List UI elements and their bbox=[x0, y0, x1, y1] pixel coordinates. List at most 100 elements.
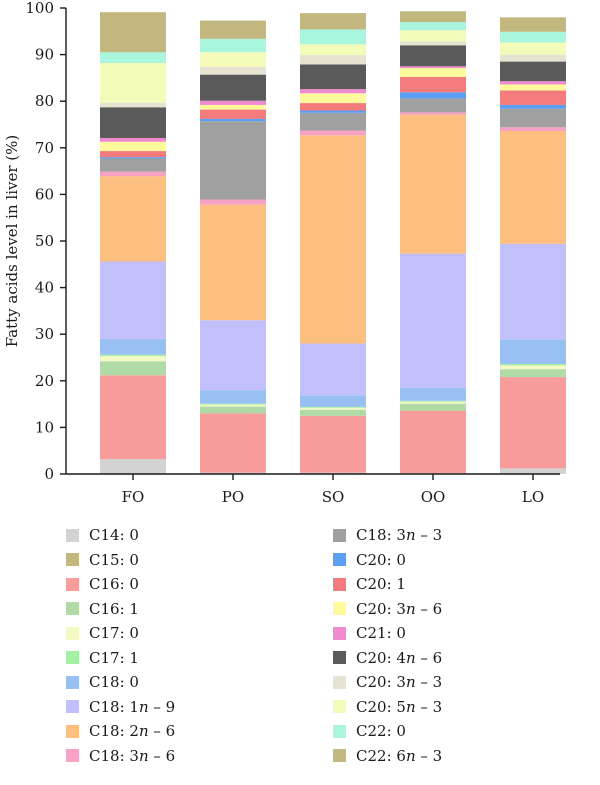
bar-segment bbox=[300, 343, 366, 396]
bar-segment bbox=[500, 339, 566, 365]
bar-segment bbox=[300, 64, 366, 90]
bar-segment bbox=[400, 410, 466, 474]
bar-segment bbox=[300, 110, 366, 113]
bar-segment bbox=[400, 92, 466, 99]
legend-label: C20: 5n – 3 bbox=[356, 697, 443, 716]
bar-segment bbox=[500, 365, 566, 370]
bar-segment bbox=[300, 409, 366, 416]
bar-segment bbox=[100, 459, 166, 474]
bar-segment bbox=[300, 55, 366, 65]
bar-segment bbox=[400, 76, 466, 93]
legend-item: C17: 0 bbox=[66, 623, 139, 643]
bar-segment bbox=[200, 320, 266, 391]
bar-segment bbox=[200, 404, 266, 407]
bar-segment bbox=[300, 89, 366, 94]
legend-swatch bbox=[333, 675, 346, 689]
x-tick-label: LO bbox=[522, 488, 544, 506]
legend-label: C17: 1 bbox=[89, 648, 139, 667]
legend-swatch bbox=[66, 724, 79, 738]
bar-segment bbox=[500, 104, 566, 109]
bar-segment bbox=[200, 199, 266, 205]
bar-segment bbox=[500, 31, 566, 43]
bar-segment bbox=[100, 171, 166, 177]
x-tick-label: FO bbox=[122, 488, 145, 506]
bar-segment bbox=[100, 338, 166, 355]
bar-segment bbox=[100, 375, 166, 460]
bar-segment bbox=[500, 243, 566, 340]
bar-segment bbox=[200, 109, 266, 119]
bar-segment bbox=[400, 68, 466, 77]
legend-item: C16: 1 bbox=[66, 599, 139, 619]
bar-stack-oo bbox=[400, 11, 466, 474]
y-tick-label: 60 bbox=[35, 185, 54, 203]
y-tick-label: 100 bbox=[25, 0, 54, 17]
bar-segment bbox=[500, 377, 566, 469]
bar-segment bbox=[500, 81, 566, 85]
bar-segment bbox=[200, 413, 266, 473]
bar-segment bbox=[500, 84, 566, 91]
legend-label: C20: 4n – 6 bbox=[356, 648, 443, 667]
legend-item: C18: 3n – 6 bbox=[66, 746, 175, 766]
bar-segment bbox=[400, 253, 466, 388]
bar-segment bbox=[300, 406, 366, 408]
legend-label: C18: 3n – 6 bbox=[89, 746, 176, 765]
legend-swatch bbox=[66, 528, 79, 542]
y-tick-label: 80 bbox=[35, 92, 54, 110]
bar-stack-lo bbox=[500, 17, 566, 474]
legend-item: C22: 6n – 3 bbox=[333, 746, 442, 766]
bar-segment bbox=[500, 61, 566, 82]
y-tick-label: 90 bbox=[35, 46, 54, 64]
bar-segment bbox=[500, 90, 566, 105]
y-tick-label: 10 bbox=[35, 418, 54, 436]
legend-swatch bbox=[333, 553, 346, 566]
bar-segment bbox=[300, 395, 366, 407]
bar-stack-fo bbox=[100, 12, 166, 474]
legend-item: C20: 5n – 3 bbox=[333, 697, 442, 717]
bar-segment bbox=[400, 387, 466, 401]
bar-segment bbox=[500, 108, 566, 128]
bar-segment bbox=[500, 54, 566, 62]
legend-label: C22: 0 bbox=[356, 722, 406, 740]
legend-label: C18: 0 bbox=[89, 673, 139, 691]
legend-swatch bbox=[66, 602, 79, 615]
bar-segment bbox=[400, 98, 466, 113]
legend-swatch bbox=[333, 577, 346, 591]
bar-segment bbox=[100, 141, 166, 152]
legend-swatch bbox=[66, 651, 79, 664]
y-tick-label: 20 bbox=[35, 372, 54, 390]
legend-label: C21: 0 bbox=[356, 624, 406, 642]
bar-segment bbox=[500, 468, 566, 474]
legend-item: C16: 0 bbox=[66, 574, 139, 594]
legend-item: C21: 0 bbox=[333, 623, 406, 643]
legend-label: C22: 6n – 3 bbox=[356, 746, 443, 765]
bar-segment bbox=[100, 62, 166, 103]
legend-label: C15: 0 bbox=[89, 550, 139, 569]
bar-segment bbox=[100, 138, 166, 142]
bar-segment bbox=[200, 66, 266, 75]
legend-label: C20: 1 bbox=[356, 575, 406, 593]
legend-item: C18: 1n – 9 bbox=[66, 697, 175, 717]
bar-segment bbox=[300, 13, 366, 30]
legend-item: C20: 3n – 3 bbox=[333, 672, 442, 692]
bar-segment bbox=[200, 118, 266, 122]
bar-segment bbox=[500, 127, 566, 132]
bar-segment bbox=[100, 151, 166, 158]
bar-segment bbox=[200, 20, 266, 39]
bar-segment bbox=[100, 356, 166, 362]
bar-stack-po bbox=[200, 20, 266, 474]
bar-segment bbox=[500, 369, 566, 378]
bar-segment bbox=[400, 41, 466, 46]
legend-label: C16: 0 bbox=[89, 575, 139, 593]
legend-label: C14: 0 bbox=[89, 526, 139, 544]
bar-segment bbox=[200, 121, 266, 200]
legend-item: C20: 3n – 6 bbox=[333, 599, 442, 619]
bar-segment bbox=[300, 135, 366, 344]
legend-label: C17: 0 bbox=[89, 624, 139, 642]
bar-segment bbox=[100, 52, 166, 63]
bar-segment bbox=[100, 158, 166, 172]
legend-item: C20: 1 bbox=[333, 574, 406, 594]
y-tick-label: 40 bbox=[35, 279, 54, 297]
y-tick-label: 50 bbox=[35, 232, 54, 250]
bar-segment bbox=[400, 112, 466, 115]
legend-item: C18: 3n – 3 bbox=[333, 525, 442, 545]
